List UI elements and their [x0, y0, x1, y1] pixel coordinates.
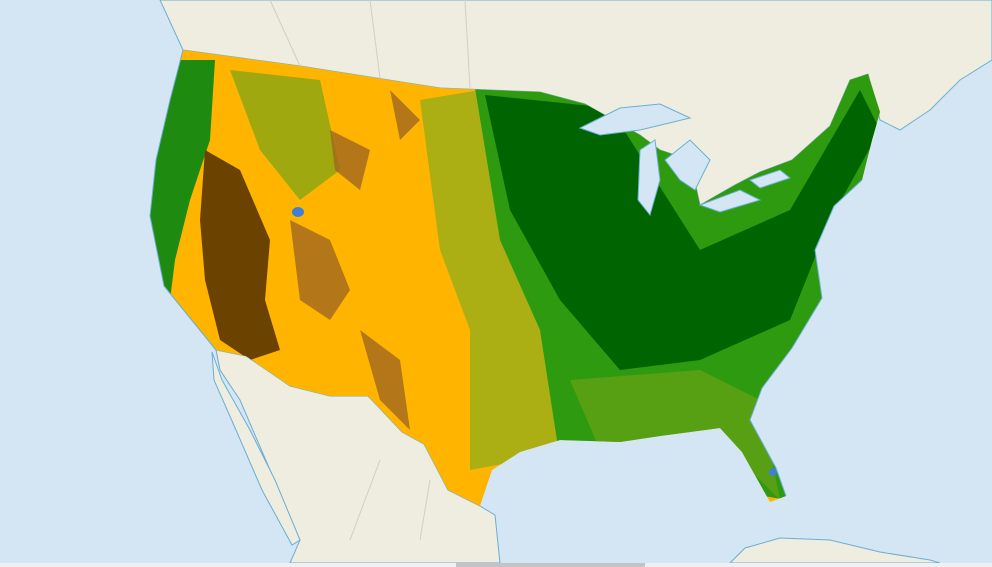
horizontal-scrollbar[interactable]	[0, 563, 992, 567]
great-salt-lake	[292, 207, 304, 217]
province-borders	[269, 0, 471, 541]
dense-forest-region	[485, 90, 880, 370]
grassland-region	[420, 90, 580, 470]
barren-southwest	[200, 150, 280, 360]
west-coast-forest	[150, 60, 215, 300]
scrollbar-thumb[interactable]	[456, 563, 645, 567]
lake-okeechobee	[769, 468, 777, 476]
us-coastline	[149, 49, 863, 497]
background-land	[159, 0, 992, 563]
cuba-island	[729, 537, 941, 563]
baja-peninsula	[211, 351, 301, 546]
brown-shrub-patches	[290, 90, 420, 430]
rockies-forest	[230, 70, 340, 200]
lakes	[292, 103, 792, 476]
great-lakes	[578, 103, 792, 217]
